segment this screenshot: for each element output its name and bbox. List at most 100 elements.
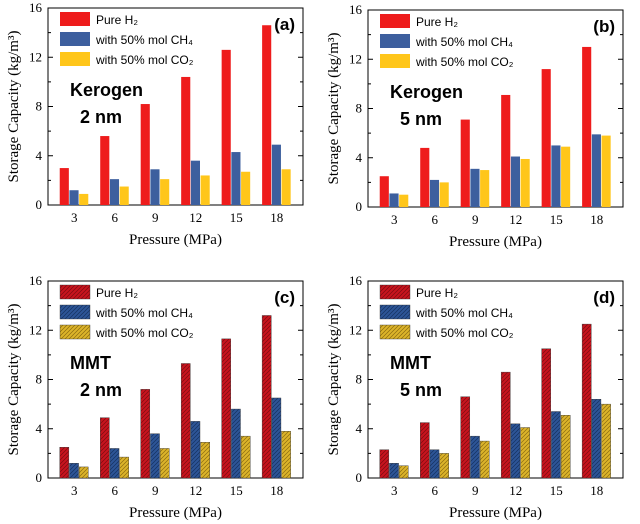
bar-ch4-6mpa [429,179,440,207]
bar-pure-h2-6mpa [100,136,110,205]
annotation-material: MMT [70,353,111,373]
bar-co2-15mpa [560,415,571,479]
x-axis-label: Pressure (MPa) [449,505,542,521]
bar-co2-9mpa [159,448,170,479]
annotation-pore-size: 2 nm [80,107,122,127]
legend-entry-co2: with 50% mol CO₂ [415,326,514,340]
bar-pure-h2-18mpa [581,323,592,479]
y-tick-label: 8 [356,372,363,387]
legend-entry-ch4: with 50% mol CH₄ [415,35,513,49]
y-tick-label: 4 [36,421,43,436]
bar-pure-h2-9mpa [140,389,151,479]
bar-ch4-9mpa [150,433,160,479]
chart-panel-4: 0 4 8 12 16 3 6 9 12 15 18 Pressure (MPa) Storage Ca… [326,273,624,521]
x-tick-label: 12 [509,483,522,498]
bar-co2-6mpa [439,182,449,207]
legend-entry-pure-h2: Pure H₂ [416,286,458,300]
y-axis-label: Storage Capacity (kg/m³) [326,33,342,185]
y-tick-label: 4 [36,148,43,163]
bar-ch4-12mpa [510,156,520,207]
y-tick-label: 8 [356,101,363,116]
bar-ch4-15mpa [551,411,561,479]
legend-swatch-co2 [380,54,410,68]
legend-entry-ch4: with 50% mol CH₄ [95,306,193,320]
bar-ch4-3mpa [69,463,79,479]
bar-ch4-9mpa [150,169,160,205]
bar-pure-h2-12mpa [501,94,511,207]
legend-swatch-co2 [379,324,411,340]
legend-swatch-pure-h2 [380,14,410,28]
bar-co2-12mpa [520,427,530,479]
x-tick-label: 6 [112,483,119,498]
bar-pure-h2-3mpa [59,447,70,479]
x-tick-label: 15 [230,483,243,498]
chart-panel-3: 0 4 8 12 16 3 6 9 12 15 18 Pressure (MPa) Storage Ca… [6,273,304,521]
legend-swatch-pure-h2 [379,284,411,300]
bar-pure-h2-6mpa [420,422,430,479]
bar-co2-6mpa [119,186,129,205]
y-tick-label: 16 [29,273,43,288]
y-tick-label: 16 [349,2,363,17]
x-axis-label: Pressure (MPa) [129,232,222,248]
bar-pure-h2-18mpa [261,315,272,479]
y-tick-label: 8 [36,99,43,114]
y-axis-label: Storage Capacity (kg/m³) [326,304,342,456]
bar-co2-3mpa [78,466,89,479]
y-tick-label: 4 [356,150,363,165]
chart-panel-2: 0 4 8 12 16 3 6 9 12 15 18 Pressure (MPa) Storage Ca… [326,2,624,250]
annotation-material: MMT [390,353,431,373]
y-tick-label: 4 [356,421,363,436]
legend-swatch-ch4 [60,32,90,46]
bar-co2-18mpa [281,431,291,479]
bar-co2-12mpa [520,158,530,207]
annotation-pore-size: 5 nm [400,380,442,400]
y-tick-label: 0 [36,470,43,485]
bar-co2-9mpa [479,440,490,479]
bar-ch4-18mpa [271,397,282,479]
x-tick-label: 12 [509,212,522,227]
bar-ch4-6mpa [109,448,120,479]
annotation-pore-size: 5 nm [400,109,442,129]
x-tick-label: 9 [152,210,159,225]
y-tick-label: 16 [29,0,43,15]
bar-ch4-18mpa [591,399,602,479]
x-tick-label: 3 [71,210,78,225]
legend-entry-ch4: with 50% mol CH₄ [415,306,513,320]
x-axis-label: Pressure (MPa) [129,505,222,521]
panel-label: (a) [274,15,295,34]
bar-pure-h2-18mpa [262,25,272,205]
x-tick-label: 12 [189,483,202,498]
bar-co2-15mpa [241,171,251,205]
bar-co2-3mpa [399,194,409,207]
x-tick-label: 15 [230,210,243,225]
bar-co2-18mpa [281,169,291,205]
bar-ch4-9mpa [470,168,480,207]
bar-pure-h2-15mpa [541,69,551,207]
y-axis-label: Storage Capacity (kg/m³) [6,31,22,183]
x-tick-label: 12 [189,210,202,225]
panel-label: (c) [274,288,295,307]
bar-pure-h2-6mpa [100,417,110,479]
bar-pure-h2-3mpa [379,449,390,479]
y-tick-label: 0 [356,470,363,485]
bar-co2-9mpa [480,170,490,207]
legend-swatch-co2 [60,52,90,66]
x-tick-label: 3 [391,483,398,498]
bar-ch4-12mpa [510,423,521,479]
bar-co2-3mpa [398,465,409,479]
legend-entry-pure-h2: Pure H₂ [96,286,138,300]
bar-pure-h2-12mpa [500,371,511,479]
annotation-material: Kerogen [390,82,463,102]
bar-ch4-6mpa [429,449,440,479]
bar-co2-18mpa [601,403,611,479]
bar-co2-9mpa [160,179,170,205]
legend-entry-pure-h2: Pure H₂ [416,15,458,29]
bar-ch4-3mpa [389,193,399,207]
y-tick-label: 12 [349,51,362,66]
bar-co2-18mpa [601,135,611,207]
bar-ch4-15mpa [551,145,561,207]
bar-pure-h2-15mpa [221,338,231,479]
bar-pure-h2-12mpa [181,76,191,205]
legend-entry-pure-h2: Pure H₂ [96,13,138,27]
